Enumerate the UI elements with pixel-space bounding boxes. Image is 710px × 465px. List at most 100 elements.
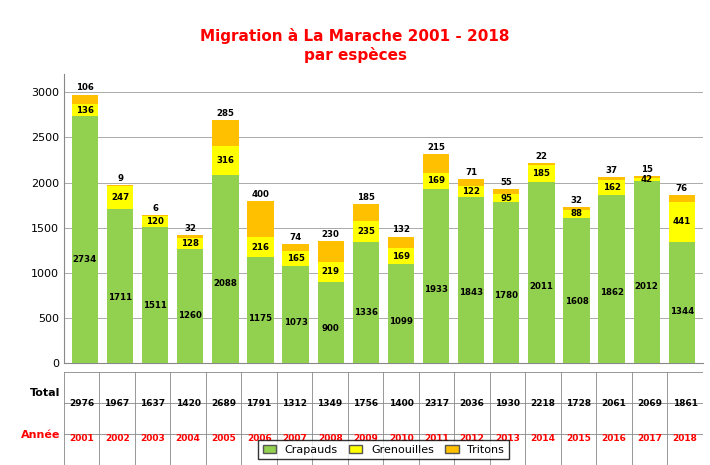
Text: 2976: 2976 <box>69 399 94 407</box>
Bar <box>317 241 344 262</box>
Text: 15: 15 <box>641 165 652 174</box>
Text: 169: 169 <box>392 252 410 260</box>
Bar <box>107 186 133 208</box>
Text: 2218: 2218 <box>530 399 556 407</box>
Text: 132: 132 <box>392 226 410 234</box>
Text: 2036: 2036 <box>459 399 485 407</box>
Text: 1862: 1862 <box>600 288 623 297</box>
Text: 71: 71 <box>465 168 477 177</box>
Text: 1843: 1843 <box>459 288 484 298</box>
Text: 2003: 2003 <box>141 434 165 443</box>
Bar <box>72 116 98 363</box>
Text: 6: 6 <box>152 204 158 213</box>
Bar <box>458 197 484 363</box>
Text: 2088: 2088 <box>214 279 237 288</box>
Bar <box>599 180 625 195</box>
Legend: Crapauds, Grenouilles, Tritons: Crapauds, Grenouilles, Tritons <box>258 440 509 459</box>
Bar <box>423 173 449 188</box>
Text: 1344: 1344 <box>670 307 694 316</box>
Text: 1608: 1608 <box>564 297 589 306</box>
Bar <box>528 165 555 181</box>
Bar <box>493 202 520 363</box>
Text: 900: 900 <box>322 324 339 333</box>
Text: 2012: 2012 <box>459 434 485 443</box>
Text: 2689: 2689 <box>211 399 236 407</box>
Text: 2001: 2001 <box>70 434 94 443</box>
Text: 32: 32 <box>571 196 582 205</box>
Text: 2011: 2011 <box>530 282 553 291</box>
Text: 162: 162 <box>603 183 621 192</box>
Text: 1728: 1728 <box>566 399 591 407</box>
Text: 76: 76 <box>676 184 688 193</box>
Text: 1756: 1756 <box>353 399 378 407</box>
Text: 185: 185 <box>532 169 550 178</box>
Text: 230: 230 <box>322 230 339 239</box>
Text: 2006: 2006 <box>247 434 271 443</box>
Bar <box>563 207 590 210</box>
Bar <box>283 266 309 363</box>
Text: 2018: 2018 <box>672 434 698 443</box>
Text: 74: 74 <box>290 233 302 242</box>
Text: 169: 169 <box>427 176 445 186</box>
Text: 1511: 1511 <box>143 301 167 310</box>
Text: 1967: 1967 <box>104 399 130 407</box>
Text: 2010: 2010 <box>389 434 413 443</box>
Bar <box>72 94 98 104</box>
Text: Migration à La Marache 2001 - 2018
par espèces: Migration à La Marache 2001 - 2018 par e… <box>200 28 510 62</box>
Text: 1711: 1711 <box>108 293 132 302</box>
Text: 1420: 1420 <box>175 399 201 407</box>
Text: 2002: 2002 <box>105 434 129 443</box>
Bar <box>177 235 204 238</box>
Text: 1930: 1930 <box>495 399 520 407</box>
Bar <box>669 202 695 242</box>
Bar <box>669 242 695 363</box>
Text: 1349: 1349 <box>317 399 343 407</box>
Bar <box>633 176 660 178</box>
Text: 9: 9 <box>117 174 123 183</box>
Bar <box>388 264 414 363</box>
Bar <box>669 195 695 202</box>
Text: 42: 42 <box>640 175 652 184</box>
Text: 95: 95 <box>501 193 512 203</box>
Text: 22: 22 <box>535 152 547 160</box>
Bar <box>528 163 555 165</box>
Text: 2007: 2007 <box>282 434 307 443</box>
Bar <box>247 237 273 257</box>
Text: 2069: 2069 <box>637 399 662 407</box>
Bar <box>493 189 520 194</box>
Text: 136: 136 <box>76 106 94 115</box>
Text: 106: 106 <box>76 83 94 93</box>
Text: 2009: 2009 <box>353 434 378 443</box>
Text: 285: 285 <box>217 109 234 118</box>
Bar <box>247 257 273 363</box>
Text: 1861: 1861 <box>672 399 698 407</box>
Text: 120: 120 <box>146 217 164 226</box>
Text: 1336: 1336 <box>354 308 378 317</box>
Bar <box>177 249 204 363</box>
Text: Année: Année <box>21 430 60 440</box>
Text: 37: 37 <box>606 166 618 175</box>
Bar <box>107 208 133 363</box>
Text: 2016: 2016 <box>601 434 627 443</box>
Bar <box>142 216 168 226</box>
Bar <box>528 181 555 363</box>
Text: 1780: 1780 <box>494 291 518 300</box>
Bar <box>72 104 98 116</box>
Text: 1073: 1073 <box>283 318 307 326</box>
Bar <box>317 262 344 282</box>
Text: 2317: 2317 <box>424 399 449 407</box>
Bar <box>212 174 239 363</box>
Text: 1175: 1175 <box>248 314 273 323</box>
Bar <box>633 181 660 363</box>
Text: 2008: 2008 <box>318 434 342 443</box>
Bar <box>633 178 660 181</box>
Bar <box>283 245 309 251</box>
Text: 219: 219 <box>322 267 340 276</box>
Text: 88: 88 <box>571 209 582 219</box>
Bar <box>388 248 414 264</box>
Text: 165: 165 <box>287 254 305 263</box>
Bar <box>458 186 484 197</box>
Text: 2061: 2061 <box>601 399 627 407</box>
Text: 2014: 2014 <box>530 434 556 443</box>
Bar <box>247 201 273 237</box>
